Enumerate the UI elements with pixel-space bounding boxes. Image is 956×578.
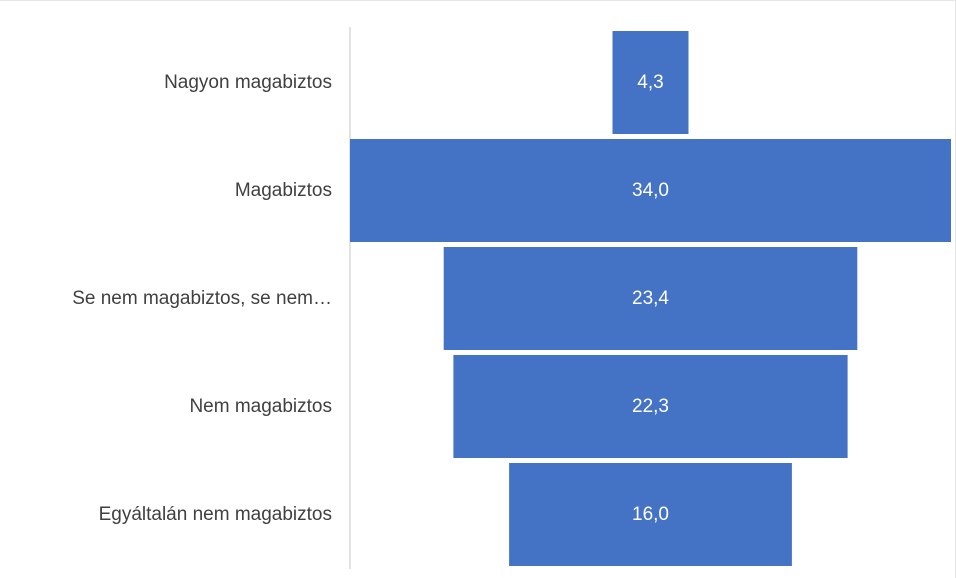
category-label: Magabiztos: [235, 180, 332, 201]
data-label: 4,3: [637, 72, 663, 93]
category-label: Nem magabiztos: [189, 396, 332, 417]
funnel-bar: [509, 463, 792, 566]
funnel-bar: [350, 139, 951, 242]
data-label: 34,0: [632, 180, 669, 201]
funnel-bar: [443, 247, 858, 350]
data-label: 16,0: [632, 504, 669, 525]
data-label: 23,4: [632, 288, 669, 309]
funnel-bar: [612, 31, 689, 134]
funnel-bar: [453, 355, 848, 458]
category-label: Se nem magabiztos, se nem…: [72, 288, 332, 309]
category-label: Egyáltalán nem magabiztos: [99, 504, 332, 525]
category-label: Nagyon magabiztos: [164, 72, 332, 93]
data-label: 22,3: [632, 396, 669, 417]
